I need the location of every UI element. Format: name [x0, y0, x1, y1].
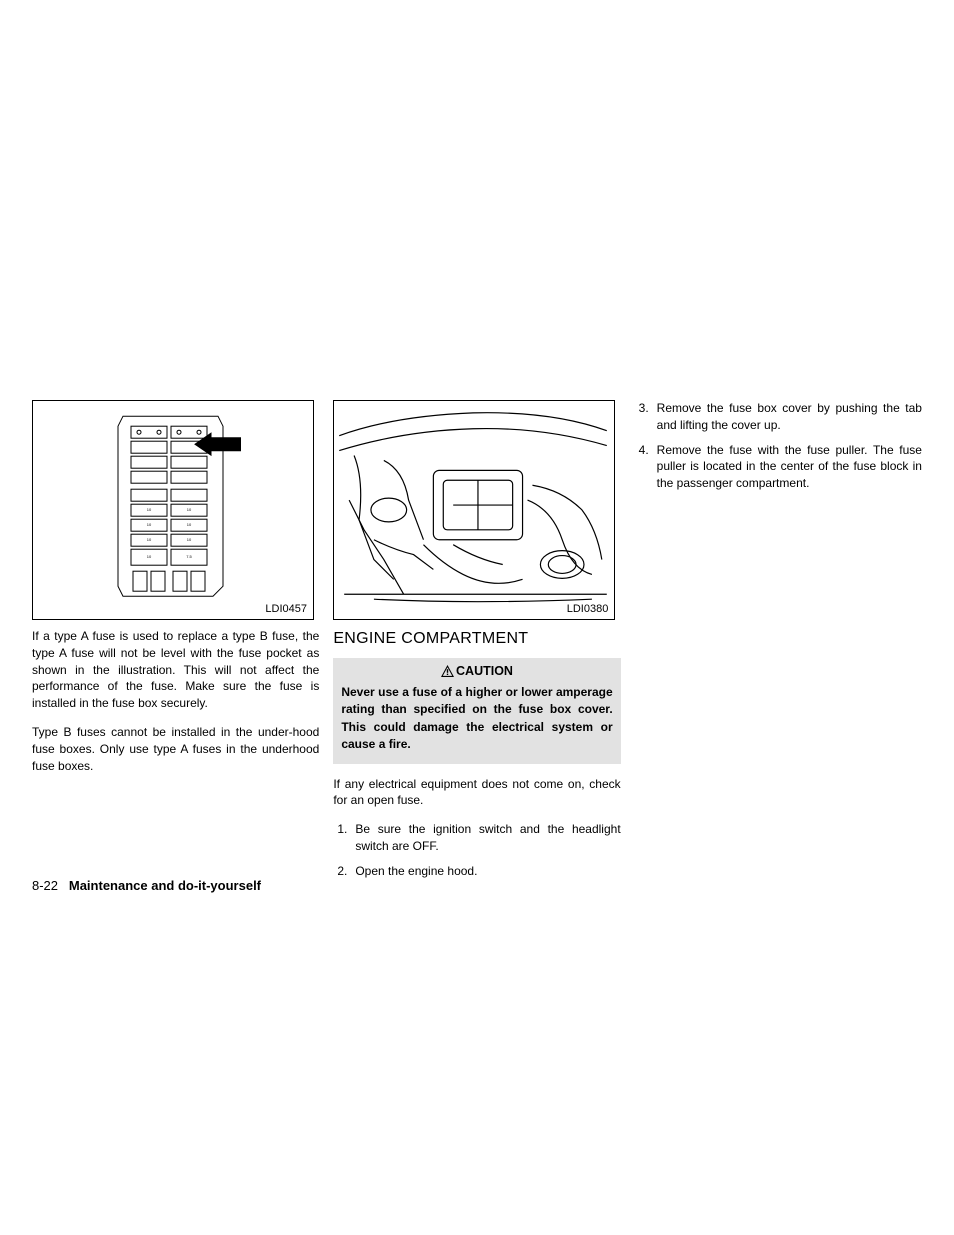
svg-text:10: 10	[147, 537, 152, 542]
list-item: 3. Remove the fuse box cover by pushing …	[635, 400, 922, 434]
column-3: 3. Remove the fuse box cover by pushing …	[635, 400, 922, 888]
list-text: Remove the fuse box cover by pushing the…	[657, 400, 922, 434]
svg-text:10: 10	[147, 507, 152, 512]
list-text: Remove the fuse with the fuse puller. Th…	[657, 442, 922, 492]
list-item: 4. Remove the fuse with the fuse puller.…	[635, 442, 922, 492]
col2-steps: 1. Be sure the ignition switch and the h…	[333, 821, 620, 887]
figure-1-label: LDI0457	[265, 603, 307, 615]
list-num: 2.	[333, 863, 355, 880]
col2-para-1: If any electrical equipment does not com…	[333, 776, 620, 810]
list-num: 4.	[635, 442, 657, 492]
figure-2-label: LDI0380	[567, 603, 609, 615]
caution-text: Never use a fuse of a higher or lower am…	[341, 684, 612, 754]
engine-diagram	[334, 401, 614, 619]
col1-para-1: If a type A fuse is used to replace a ty…	[32, 628, 319, 712]
svg-text:10: 10	[147, 554, 152, 559]
page-number: 8-22	[32, 878, 58, 893]
svg-text:10: 10	[147, 522, 152, 527]
list-item: 2. Open the engine hood.	[333, 863, 620, 880]
column-1: 10 10 10 10 10 10 10 7.5 LDI0457 If a type A…	[32, 400, 319, 888]
list-num: 1.	[333, 821, 355, 855]
svg-text:10: 10	[187, 537, 192, 542]
figure-engine-compartment: LDI0380	[333, 400, 615, 620]
engine-compartment-heading: ENGINE COMPARTMENT	[333, 630, 620, 648]
svg-text:7.5: 7.5	[186, 554, 192, 559]
page-section-title: Maintenance and do-it-yourself	[69, 878, 261, 893]
figure-fuse-box: 10 10 10 10 10 10 10 7.5 LDI0457	[32, 400, 314, 620]
page-footer: 8-22 Maintenance and do-it-yourself	[32, 878, 261, 893]
col3-steps: 3. Remove the fuse box cover by pushing …	[635, 400, 922, 500]
caution-header: CAUTION	[341, 664, 612, 678]
warning-icon	[441, 665, 454, 677]
page-content: 10 10 10 10 10 10 10 7.5 LDI0457 If a type A…	[32, 400, 922, 888]
column-2: LDI0380 ENGINE COMPARTMENT CAUTION Never…	[333, 400, 620, 888]
caution-box: CAUTION Never use a fuse of a higher or …	[333, 658, 620, 764]
caution-label: CAUTION	[456, 664, 513, 678]
list-text: Be sure the ignition switch and the head…	[355, 821, 620, 855]
svg-text:10: 10	[187, 507, 192, 512]
list-num: 3.	[635, 400, 657, 434]
list-item: 1. Be sure the ignition switch and the h…	[333, 821, 620, 855]
fuse-box-diagram: 10 10 10 10 10 10 10 7.5	[103, 411, 243, 601]
col1-para-2: Type B fuses cannot be installed in the …	[32, 724, 319, 774]
svg-text:10: 10	[187, 522, 192, 527]
list-text: Open the engine hood.	[355, 863, 620, 880]
